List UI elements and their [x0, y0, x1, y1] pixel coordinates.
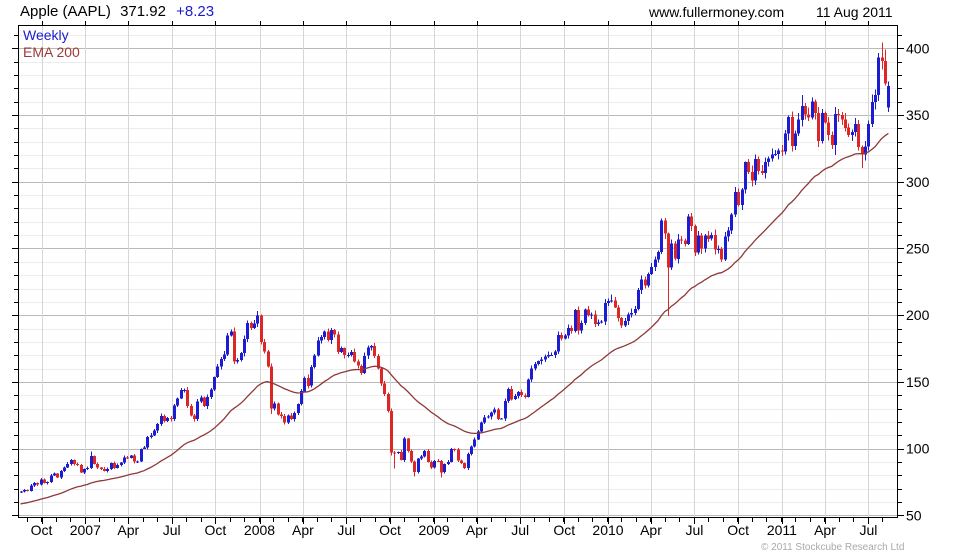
x-axis-label: Apr	[640, 522, 662, 538]
y-axis-label: 350	[906, 107, 930, 123]
y-axis-label: 50	[906, 507, 922, 523]
y-axis-label: 250	[906, 241, 930, 257]
x-axis-label: Jul	[859, 522, 877, 538]
site-watermark: www.fullermoney.com	[649, 4, 785, 20]
x-axis-label: Oct	[31, 522, 53, 538]
chart-header: Apple (AAPL) 371.92 +8.23	[20, 3, 214, 20]
x-axis-label: Oct	[205, 522, 227, 538]
x-axis-label: Apr	[117, 522, 139, 538]
axes	[12, 21, 904, 524]
chart-date: 11 Aug 2011	[816, 4, 893, 20]
candles	[20, 42, 890, 493]
x-axis-label: Oct	[379, 522, 401, 538]
y-axis-label: 100	[906, 441, 930, 457]
grid	[19, 26, 897, 517]
x-axis-label: Jul	[685, 522, 703, 538]
y-axis-label: 150	[906, 374, 930, 390]
axis-labels: 50 100 150 200 250 300 350 400 Oct 2007 Apr Jul Oct 2…	[31, 40, 930, 538]
x-axis-label: 2011	[767, 522, 797, 538]
y-axis-label: 300	[906, 174, 930, 190]
x-axis-label: 2008	[244, 522, 275, 538]
instrument-title: Apple (AAPL)	[20, 3, 111, 20]
x-axis-label: Jul	[163, 522, 181, 538]
x-axis-label: 2009	[419, 522, 450, 538]
price-change: +8.23	[176, 3, 215, 20]
x-axis-label: Apr	[292, 522, 314, 538]
timeframe-label: Weekly	[23, 27, 69, 43]
x-axis-label: Oct	[727, 522, 749, 538]
x-axis-label: Jul	[337, 522, 355, 538]
copyright-notice: © 2011 Stockcube Research Ltd	[761, 542, 905, 553]
x-axis-label: 2010	[592, 522, 623, 538]
y-axis-label: 200	[906, 307, 930, 323]
x-axis-label: Jul	[511, 522, 529, 538]
x-axis-label: 2007	[70, 522, 101, 538]
x-axis-label: Oct	[553, 522, 575, 538]
ema-line	[20, 132, 889, 505]
x-axis-label: Apr	[814, 522, 836, 538]
y-axis-label: 400	[906, 40, 930, 56]
ema-legend-label: EMA 200	[23, 44, 80, 60]
x-axis-label: Apr	[466, 522, 488, 538]
last-price: 371.92	[120, 3, 166, 20]
